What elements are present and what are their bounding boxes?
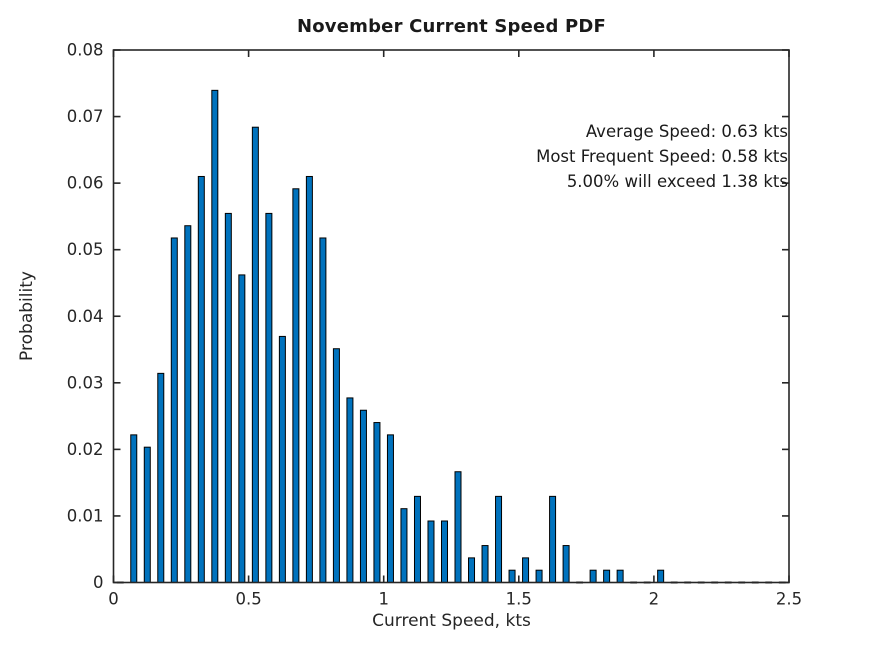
histogram-bar bbox=[603, 569, 611, 584]
y-tick-label: 0.01 bbox=[67, 506, 104, 525]
chart-title: November Current Speed PDF bbox=[296, 16, 607, 37]
histogram-bar bbox=[400, 508, 408, 583]
histogram-bar bbox=[305, 175, 313, 583]
y-tick-label: 0.05 bbox=[67, 240, 104, 259]
histogram-bar bbox=[535, 569, 543, 584]
x-tick-label: 2.5 bbox=[776, 590, 802, 609]
histogram-bar bbox=[278, 335, 286, 584]
histogram-bar bbox=[184, 225, 192, 583]
histogram-bar bbox=[130, 434, 138, 583]
y-tick-label: 0.04 bbox=[67, 307, 104, 326]
histogram-bar bbox=[616, 569, 624, 584]
histogram-bar bbox=[386, 434, 394, 583]
y-axis-label: Probability bbox=[17, 271, 37, 361]
x-tick-label: 2 bbox=[649, 590, 660, 609]
y-tick-label: 0.06 bbox=[67, 174, 104, 193]
annotation-average-speed: Average Speed: 0.63 kts bbox=[585, 122, 788, 141]
histogram-bar bbox=[359, 409, 367, 583]
annotation-most-frequent-speed: Most Frequent Speed: 0.58 kts bbox=[536, 147, 788, 166]
histogram-bar bbox=[265, 212, 273, 583]
histogram-bar bbox=[589, 569, 597, 584]
histogram-bar bbox=[373, 422, 381, 583]
histogram-bar bbox=[468, 557, 476, 583]
stats-annotation: Average Speed: 0.63 kts Most Frequent Sp… bbox=[536, 119, 788, 194]
histogram-bar bbox=[346, 397, 354, 584]
x-tick-label: 1.5 bbox=[506, 590, 532, 609]
y-tick-label: 0 bbox=[93, 573, 104, 592]
histogram-bar bbox=[508, 569, 516, 584]
histogram-bar bbox=[657, 569, 665, 584]
annotation-exceedance-speed: 5.00% will exceed 1.38 kts bbox=[566, 172, 788, 191]
histogram-bar bbox=[197, 175, 205, 583]
histogram-bar bbox=[319, 237, 327, 583]
y-tick-label: 0.08 bbox=[67, 41, 104, 60]
histogram-bar bbox=[562, 545, 570, 583]
histogram-bar bbox=[170, 237, 178, 583]
y-tick-label: 0.07 bbox=[67, 107, 104, 126]
histogram-bar bbox=[427, 520, 435, 583]
y-tick-label: 0.03 bbox=[67, 373, 104, 392]
histogram-bar bbox=[441, 520, 448, 583]
x-tick-label: 1 bbox=[378, 590, 389, 609]
y-tick-label: 0.02 bbox=[67, 440, 104, 459]
histogram-bar bbox=[224, 212, 232, 583]
histogram-bar bbox=[332, 348, 340, 584]
histogram-bar bbox=[481, 545, 489, 583]
x-tick-label: 0 bbox=[108, 590, 119, 609]
histogram-bar bbox=[522, 557, 530, 583]
histogram-bar bbox=[157, 372, 165, 583]
x-axis-label: Current Speed, kts bbox=[372, 611, 531, 631]
histogram-bar bbox=[211, 89, 219, 583]
histogram-bar bbox=[238, 274, 246, 583]
x-tick-label: 0.5 bbox=[235, 590, 261, 609]
histogram-bar bbox=[413, 495, 421, 583]
histogram-bar bbox=[292, 188, 300, 583]
histogram-bar bbox=[143, 446, 151, 583]
histogram-bar bbox=[495, 495, 503, 583]
histogram-bar bbox=[549, 495, 557, 583]
histogram-bar bbox=[251, 126, 259, 584]
histogram-bar bbox=[454, 471, 462, 583]
